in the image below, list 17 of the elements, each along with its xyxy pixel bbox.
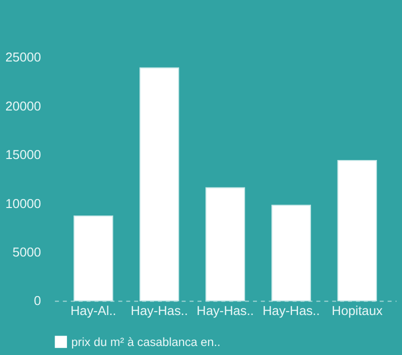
x-tick-label: Hopitaux [332,303,384,318]
y-tick-label: 25000 [5,50,42,65]
y-tick-label: 10000 [5,196,42,211]
x-tick-label: Hay-Al.. [70,303,116,318]
legend-label: prix du m² à casablanca en.. [71,334,220,349]
x-tick-label: Hay-Has.. [262,303,320,318]
bar [271,204,312,302]
x-tick-label: Hay-Has.. [130,303,188,318]
bar [205,187,246,302]
y-tick-label: 5000 [12,244,42,260]
x-tick-label: Hay-Has.. [196,303,254,318]
y-tick-label: 0 [34,293,42,308]
bar [140,67,180,302]
y-tick-label: 15000 [5,147,42,162]
y-tick-label: 20000 [5,98,42,114]
bar [337,160,377,302]
bar [74,216,114,302]
